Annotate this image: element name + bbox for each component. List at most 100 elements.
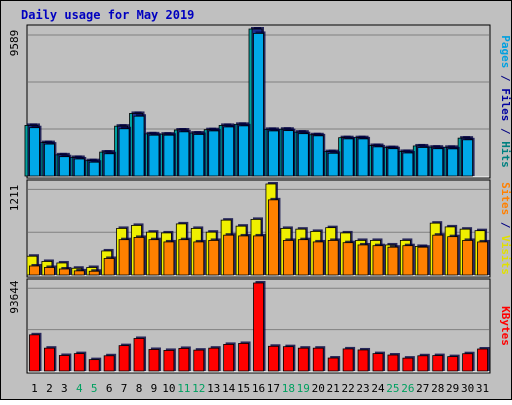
- panel-bottom: 93644 KBytes: [8, 278, 512, 374]
- panel-middle: 1211 Sites / Visits: [8, 179, 512, 278]
- bar-kbytes-day-2: [44, 347, 55, 372]
- x-tick-label: 1: [31, 382, 38, 395]
- bar-kbytes-day-23: [357, 349, 369, 372]
- bar-sites-day-25: [387, 246, 399, 276]
- series-pages: [29, 31, 475, 177]
- y-max-label: 1211: [8, 185, 21, 212]
- bar-sites-day-5: [88, 270, 100, 276]
- bar-kbytes-day-29: [447, 356, 459, 372]
- bar-pages-day-27: [417, 147, 429, 177]
- series-kbytes: [29, 281, 490, 372]
- x-tick-label: 7: [121, 382, 128, 395]
- bar-kbytes-day-22: [342, 348, 354, 372]
- bar-pages-day-21: [327, 152, 339, 177]
- x-tick-label: 29: [446, 382, 459, 395]
- bar-kbytes-day-3: [58, 355, 70, 372]
- bar-sites-day-27: [417, 246, 429, 276]
- bar-pages-day-15: [238, 125, 249, 177]
- bar-sites-day-16: [253, 235, 264, 276]
- x-tick-label: 19: [297, 382, 310, 395]
- series-sites: [29, 197, 490, 276]
- bar-pages-day-1: [29, 127, 40, 177]
- bar-sites-day-29: [447, 236, 459, 276]
- bar-pages-day-9: [148, 134, 160, 177]
- bar-sites-day-6: [103, 258, 115, 276]
- bar-kbytes-day-4: [73, 353, 85, 372]
- x-axis-day-labels: 1 2 3 4 5 6 7 8 9 10 11 12 13 14 15 16 17 18 19 20 21 22 23 24 2…: [31, 382, 489, 395]
- panel-legend: KBytes: [499, 306, 512, 346]
- bar-sites-day-28: [432, 234, 444, 276]
- bar-kbytes-day-14: [223, 344, 235, 372]
- bar-kbytes-day-19: [297, 347, 309, 372]
- bar-sites-day-26: [402, 245, 414, 276]
- x-tick-label: 23: [356, 382, 369, 395]
- legend-part: /: [499, 68, 512, 88]
- bar-kbytes-day-7: [118, 345, 130, 372]
- bar-sites-day-18: [282, 240, 294, 276]
- legend-part: Hits: [499, 141, 512, 168]
- bar-kbytes-day-13: [208, 347, 220, 372]
- bar-sites-day-7: [118, 239, 130, 276]
- bar-kbytes-day-24: [372, 353, 384, 372]
- x-tick-label: 26: [401, 382, 414, 395]
- bar-pages-day-19: [297, 133, 309, 177]
- bar-kbytes-day-8: [133, 338, 145, 372]
- bar-pages-day-11: [178, 131, 190, 177]
- bar-pages-day-22: [342, 138, 354, 177]
- bar-pages-day-30: [462, 139, 473, 177]
- bar-kbytes-day-10: [163, 350, 175, 372]
- bar-kbytes-day-20: [312, 347, 324, 372]
- x-tick-label: 31: [476, 382, 489, 395]
- bar-sites-day-2: [44, 267, 55, 276]
- bar-sites-day-8: [133, 237, 145, 276]
- x-tick-label: 4: [76, 382, 83, 395]
- bar-sites-day-21: [327, 240, 339, 276]
- bar-kbytes-day-26: [402, 357, 414, 372]
- x-tick-label: 9: [151, 382, 158, 395]
- legend-part: /: [499, 121, 512, 141]
- x-tick-label: 25: [386, 382, 399, 395]
- chart-panels: 9589 Pages / Files / Hits 1211 Sites / Visi…: [8, 24, 512, 374]
- x-tick-label: 8: [136, 382, 143, 395]
- legend-part: Pages: [499, 35, 512, 68]
- x-tick-label: 15: [237, 382, 250, 395]
- bar-pages-day-25: [387, 148, 399, 177]
- bar-pages-day-14: [223, 126, 235, 177]
- bar-pages-day-24: [372, 146, 384, 177]
- bar-sites-day-12: [193, 241, 205, 276]
- x-tick-label: 14: [222, 382, 236, 395]
- bar-sites-day-4: [73, 270, 85, 276]
- bar-sites-day-20: [312, 241, 324, 276]
- bar-kbytes-day-11: [178, 348, 190, 372]
- bar-pages-day-28: [432, 148, 444, 177]
- bar-kbytes-day-16: [253, 282, 264, 372]
- bar-pages-day-5: [88, 161, 100, 177]
- y-max-label: 9589: [8, 30, 21, 57]
- bar-kbytes-day-15: [238, 343, 249, 372]
- bar-sites-day-17: [268, 199, 279, 276]
- bar-sites-day-10: [163, 241, 175, 276]
- bar-sites-day-14: [223, 234, 235, 276]
- bar-pages-day-7: [118, 128, 130, 177]
- x-tick-label: 3: [61, 382, 68, 395]
- bar-pages-day-4: [73, 158, 85, 177]
- bar-sites-day-1: [29, 265, 40, 276]
- bar-kbytes-day-30: [462, 353, 473, 372]
- x-tick-label: 11: [177, 382, 190, 395]
- panel-legend: Sites / Visits: [499, 182, 512, 275]
- x-tick-label: 30: [461, 382, 474, 395]
- bar-pages-day-16: [253, 33, 264, 177]
- bar-sites-day-30: [462, 240, 473, 276]
- legend-part: /: [499, 215, 512, 235]
- x-tick-label: 10: [162, 382, 175, 395]
- bar-pages-day-10: [163, 134, 175, 177]
- x-tick-label: 24: [371, 382, 385, 395]
- x-tick-label: 27: [416, 382, 429, 395]
- bar-pages-day-3: [58, 156, 70, 177]
- x-tick-label: 28: [431, 382, 444, 395]
- bar-kbytes-day-17: [268, 345, 279, 372]
- legend-part: Visits: [499, 235, 512, 275]
- bar-pages-day-18: [282, 130, 294, 177]
